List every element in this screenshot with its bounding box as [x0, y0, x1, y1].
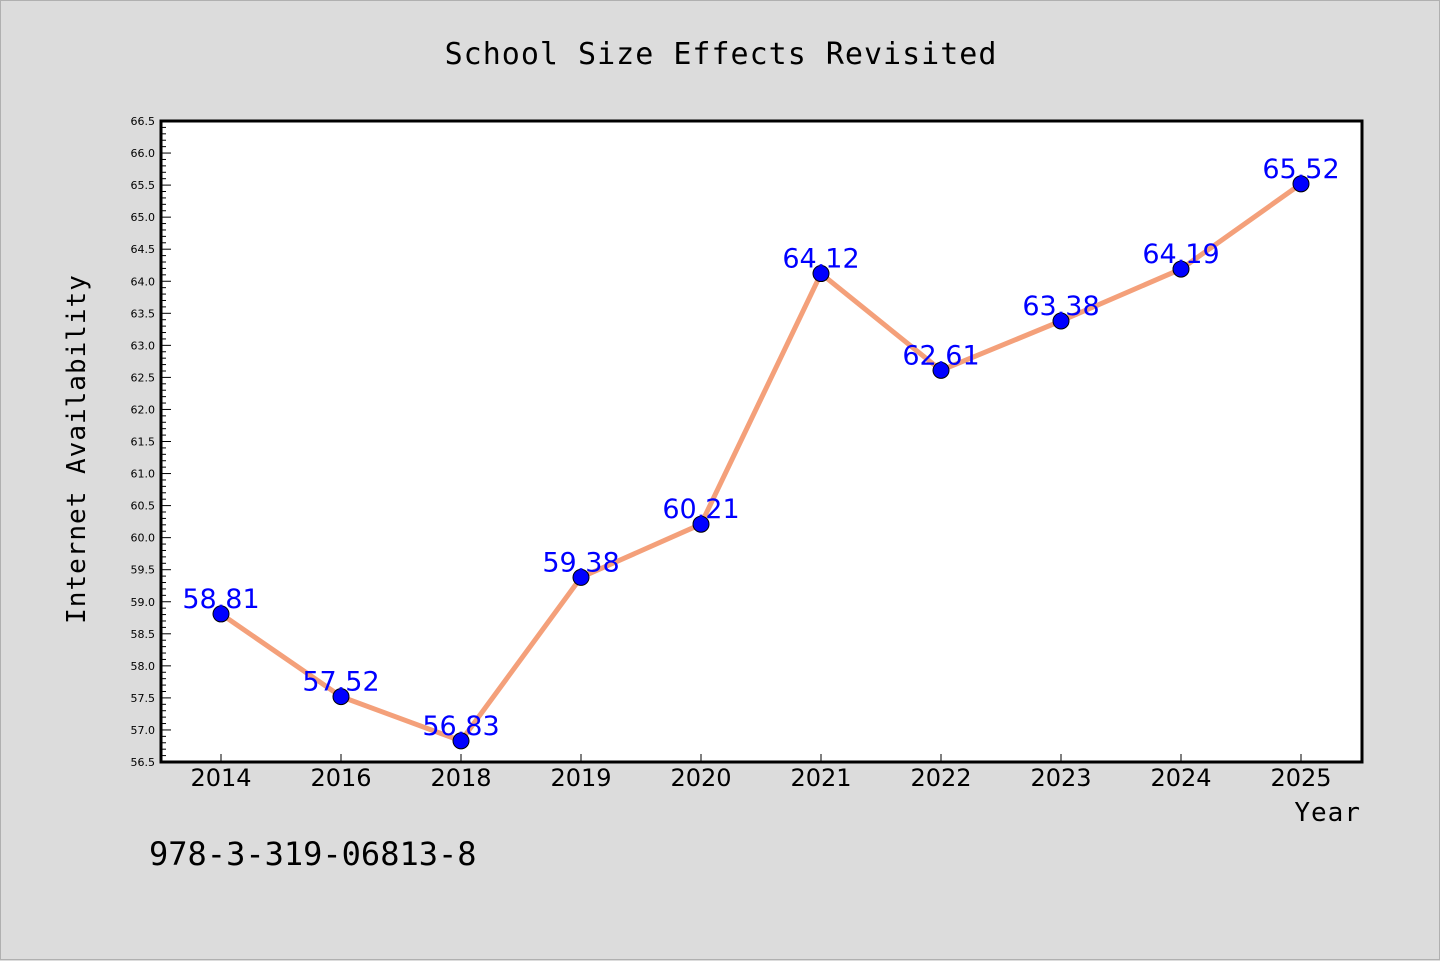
x-tick-label: 2023 — [1030, 764, 1091, 792]
y-tick-label: 56.5 — [131, 756, 156, 769]
data-point — [692, 515, 710, 533]
series-markers — [212, 175, 1310, 750]
y-tick-label: 58.5 — [131, 628, 156, 641]
x-axis-label: Year — [1294, 798, 1361, 828]
data-label: 63.38 — [1022, 291, 1099, 322]
data-point — [332, 688, 350, 706]
x-tick-label: 2024 — [1150, 764, 1211, 792]
x-tick-label: 2025 — [1270, 764, 1331, 792]
data-label: 56.83 — [422, 711, 499, 742]
x-axis: 2014 2016 2018 2019 2020 2021 2022 2023 2024 2025 — [190, 754, 1332, 792]
x-tick-label: 2022 — [910, 764, 971, 792]
y-tick-label: 62.5 — [131, 371, 156, 384]
data-point — [1052, 312, 1070, 330]
data-point — [452, 732, 470, 750]
y-tick-label: 59.0 — [131, 596, 156, 609]
data-point — [1292, 175, 1310, 193]
data-point — [572, 568, 590, 586]
y-tick-label: 57.5 — [131, 692, 156, 705]
data-label: 59.38 — [542, 547, 619, 578]
data-point — [1172, 260, 1190, 278]
y-tick-label: 61.5 — [131, 436, 156, 449]
y-axis-label: Internet Availability — [62, 274, 92, 624]
data-label: 62.61 — [902, 340, 979, 371]
y-tick-label: 66.0 — [131, 147, 156, 160]
y-tick-label: 65.0 — [131, 211, 156, 224]
x-tick-label: 2020 — [670, 764, 731, 792]
x-tick-label: 2014 — [190, 764, 251, 792]
x-tick-label: 2016 — [310, 764, 371, 792]
y-tick-label: 64.5 — [131, 243, 156, 256]
chart-title: School Size Effects Revisited — [445, 37, 998, 72]
data-point — [812, 265, 830, 283]
y-tick-label: 65.5 — [131, 179, 156, 192]
data-label: 64.19 — [1142, 239, 1219, 270]
footer-isbn: 978-3-319-06813-8 — [149, 835, 477, 873]
y-tick-label: 64.0 — [131, 275, 156, 288]
data-point — [212, 605, 230, 623]
x-tick-label: 2018 — [430, 764, 491, 792]
y-tick-label: 59.5 — [131, 564, 156, 577]
x-tick-label: 2019 — [550, 764, 611, 792]
plot-area — [159, 119, 1364, 764]
data-labels: 58.81 57.52 56.83 59.38 60.21 64.12 62.61 63.38… — [182, 154, 1339, 742]
data-line — [218, 181, 1304, 744]
y-tick-label: 63.0 — [131, 339, 156, 352]
y-tick-label: 58.0 — [131, 660, 156, 673]
y-tick-label: 60.0 — [131, 532, 156, 545]
data-label: 60.21 — [662, 494, 739, 525]
data-label: 65.52 — [1262, 154, 1339, 185]
x-tick-label: 2021 — [790, 764, 851, 792]
data-label: 64.12 — [782, 244, 859, 275]
data-label: 58.81 — [182, 584, 259, 615]
y-tick-label: 57.0 — [131, 724, 156, 737]
y-tick-label: 61.0 — [131, 468, 156, 481]
data-label: 57.52 — [302, 667, 379, 698]
y-axis: 56.5 57.0 57.5 58.0 58.5 59.0 59.5 60.0 60.5 61.0… — [131, 115, 171, 769]
y-tick-label: 62.0 — [131, 403, 156, 416]
y-tick-label: 60.5 — [131, 500, 156, 513]
series-line — [218, 181, 1304, 744]
y-tick-label: 66.5 — [131, 115, 156, 128]
data-point — [932, 361, 950, 379]
y-tick-label: 63.5 — [131, 307, 156, 320]
